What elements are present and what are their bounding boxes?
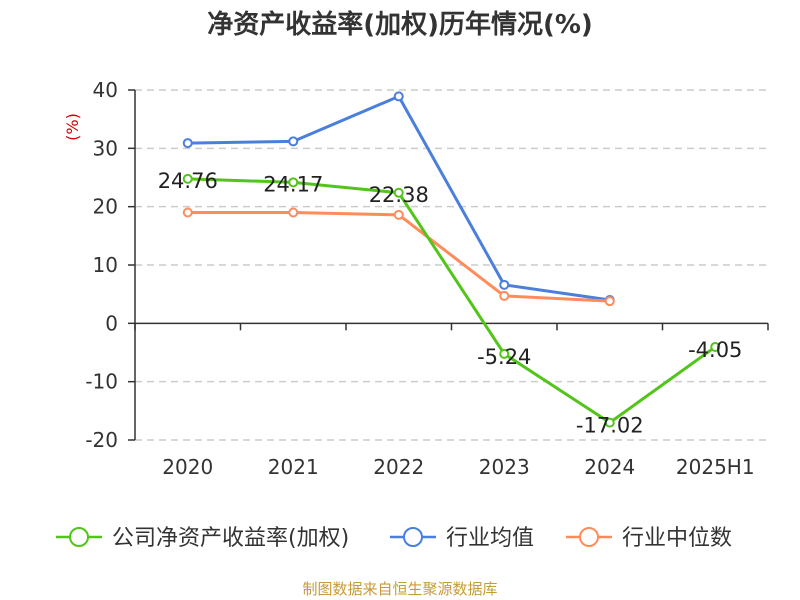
y-tick-label: 10	[93, 253, 118, 277]
data-labels: 24.76 24.17 22.38 -5.24 -17.02 -4.05	[158, 169, 743, 438]
legend-marker	[579, 527, 599, 547]
y-tick-label: 0	[105, 311, 118, 335]
data-label: -5.24	[477, 345, 531, 369]
x-tick-label: 2022	[373, 455, 424, 479]
y-tick-label: 40	[93, 78, 118, 102]
data-point	[393, 91, 404, 102]
legend-entry: 公司净资产收益率(加权)	[112, 526, 349, 551]
series-line	[187, 211, 610, 303]
legend-entry: 行业均值	[446, 526, 534, 551]
data-point	[393, 209, 404, 220]
x-tick-label: 2023	[479, 455, 530, 479]
data-point	[182, 138, 193, 149]
data-point	[182, 173, 193, 184]
x-tick-label: 2021	[268, 455, 319, 479]
series-lines	[182, 91, 721, 428]
y-tick-label: 20	[93, 195, 118, 219]
data-point	[499, 290, 510, 301]
data-point	[288, 136, 299, 147]
data-point	[604, 417, 615, 428]
x-tick-label: 2020	[162, 455, 213, 479]
gridlines	[135, 89, 768, 441]
chart-title: 净资产收益率(加权)历年情况(%)	[207, 10, 593, 40]
axes: 40 30 20 10 0 -10 -20 2020 2021 2022 2023 2024 2025H…	[85, 78, 769, 479]
data-point	[182, 207, 193, 218]
data-point	[499, 348, 510, 359]
data-label: -4.05	[688, 338, 742, 362]
data-point	[499, 279, 510, 290]
legend-marker	[69, 527, 89, 547]
y-axis-label: (%)	[63, 113, 82, 141]
data-point	[710, 341, 721, 352]
data-label: -17.02	[576, 414, 644, 438]
y-tick-label: -20	[85, 428, 118, 452]
legend-marker	[403, 527, 423, 547]
data-label: 24.76	[158, 169, 218, 193]
y-tick-label: 30	[93, 136, 118, 160]
data-point	[288, 177, 299, 188]
source-note: 制图数据来自恒生聚源数据库	[302, 580, 498, 598]
data-point	[288, 207, 299, 218]
legend-entry: 行业中位数	[622, 526, 732, 551]
series-line	[187, 177, 717, 425]
x-tick-label: 2025H1	[676, 455, 755, 479]
data-point	[393, 187, 404, 198]
data-point	[604, 296, 615, 307]
legend[interactable]: 公司净资产收益率(加权) 行业均值 行业中位数	[56, 526, 732, 551]
x-tick-label: 2024	[584, 455, 635, 479]
data-label: 22.38	[369, 183, 429, 207]
y-tick-label: -10	[85, 370, 118, 394]
data-label: 24.17	[263, 172, 323, 196]
